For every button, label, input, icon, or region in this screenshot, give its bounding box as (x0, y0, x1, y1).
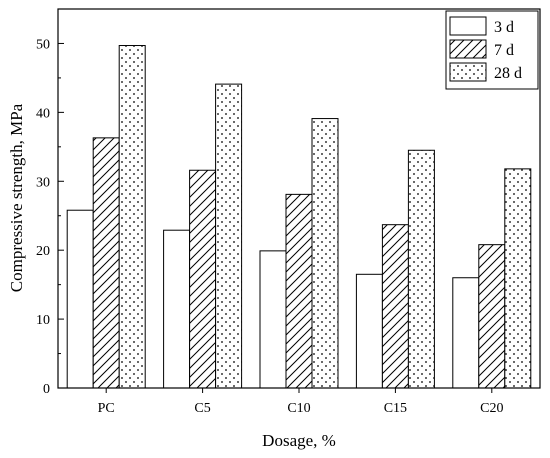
bar-c15-28d (407, 149, 435, 389)
bar-c5-28d (215, 83, 243, 389)
y-tick-label: 40 (36, 106, 50, 121)
bar-pc-3d (66, 209, 94, 389)
bars-layer (66, 45, 532, 389)
x-tick-label-c15: C15 (384, 401, 407, 416)
x-tick-label-c5: C5 (194, 401, 210, 416)
bar-pc-7d (92, 137, 120, 389)
bar-c20-28d (504, 168, 532, 389)
bar-c20-3d (452, 277, 480, 389)
y-tick-label: 20 (36, 244, 50, 259)
legend-swatch-7d (449, 39, 487, 59)
legend-swatch-28d (449, 62, 487, 82)
legend-label-28d: 28 d (494, 65, 522, 82)
bar-c5-3d (163, 229, 191, 389)
legend-label-7d: 7 d (494, 42, 514, 59)
bar-c10-28d (311, 118, 339, 389)
x-tick-label-c10: C10 (287, 401, 310, 416)
bar-c10-3d (259, 250, 287, 389)
y-tick-label: 30 (36, 175, 50, 190)
x-axis: PC C5 C10 C15 C20 (98, 388, 503, 416)
y-tick-label: 10 (36, 313, 50, 328)
y-tick-label: 0 (43, 382, 50, 397)
legend: 3 d 7 d 28 d (445, 10, 539, 90)
y-axis: 0 10 20 30 40 50 (36, 37, 64, 397)
bar-c10-7d (285, 193, 313, 389)
legend-swatch-3d (449, 16, 487, 36)
bar-c15-7d (381, 224, 409, 389)
x-axis-label: Dosage, % (262, 431, 336, 450)
bar-c20-7d (478, 244, 506, 389)
bar-c5-7d (189, 169, 217, 389)
y-tick-label: 50 (36, 37, 50, 52)
bar-c15-3d (355, 273, 383, 389)
bar-pc-28d (118, 45, 146, 389)
legend-label-3d: 3 d (494, 19, 514, 36)
y-axis-label: Compressive strength, MPa (7, 103, 26, 292)
x-tick-label-pc: PC (98, 401, 115, 416)
x-tick-label-c20: C20 (480, 401, 503, 416)
